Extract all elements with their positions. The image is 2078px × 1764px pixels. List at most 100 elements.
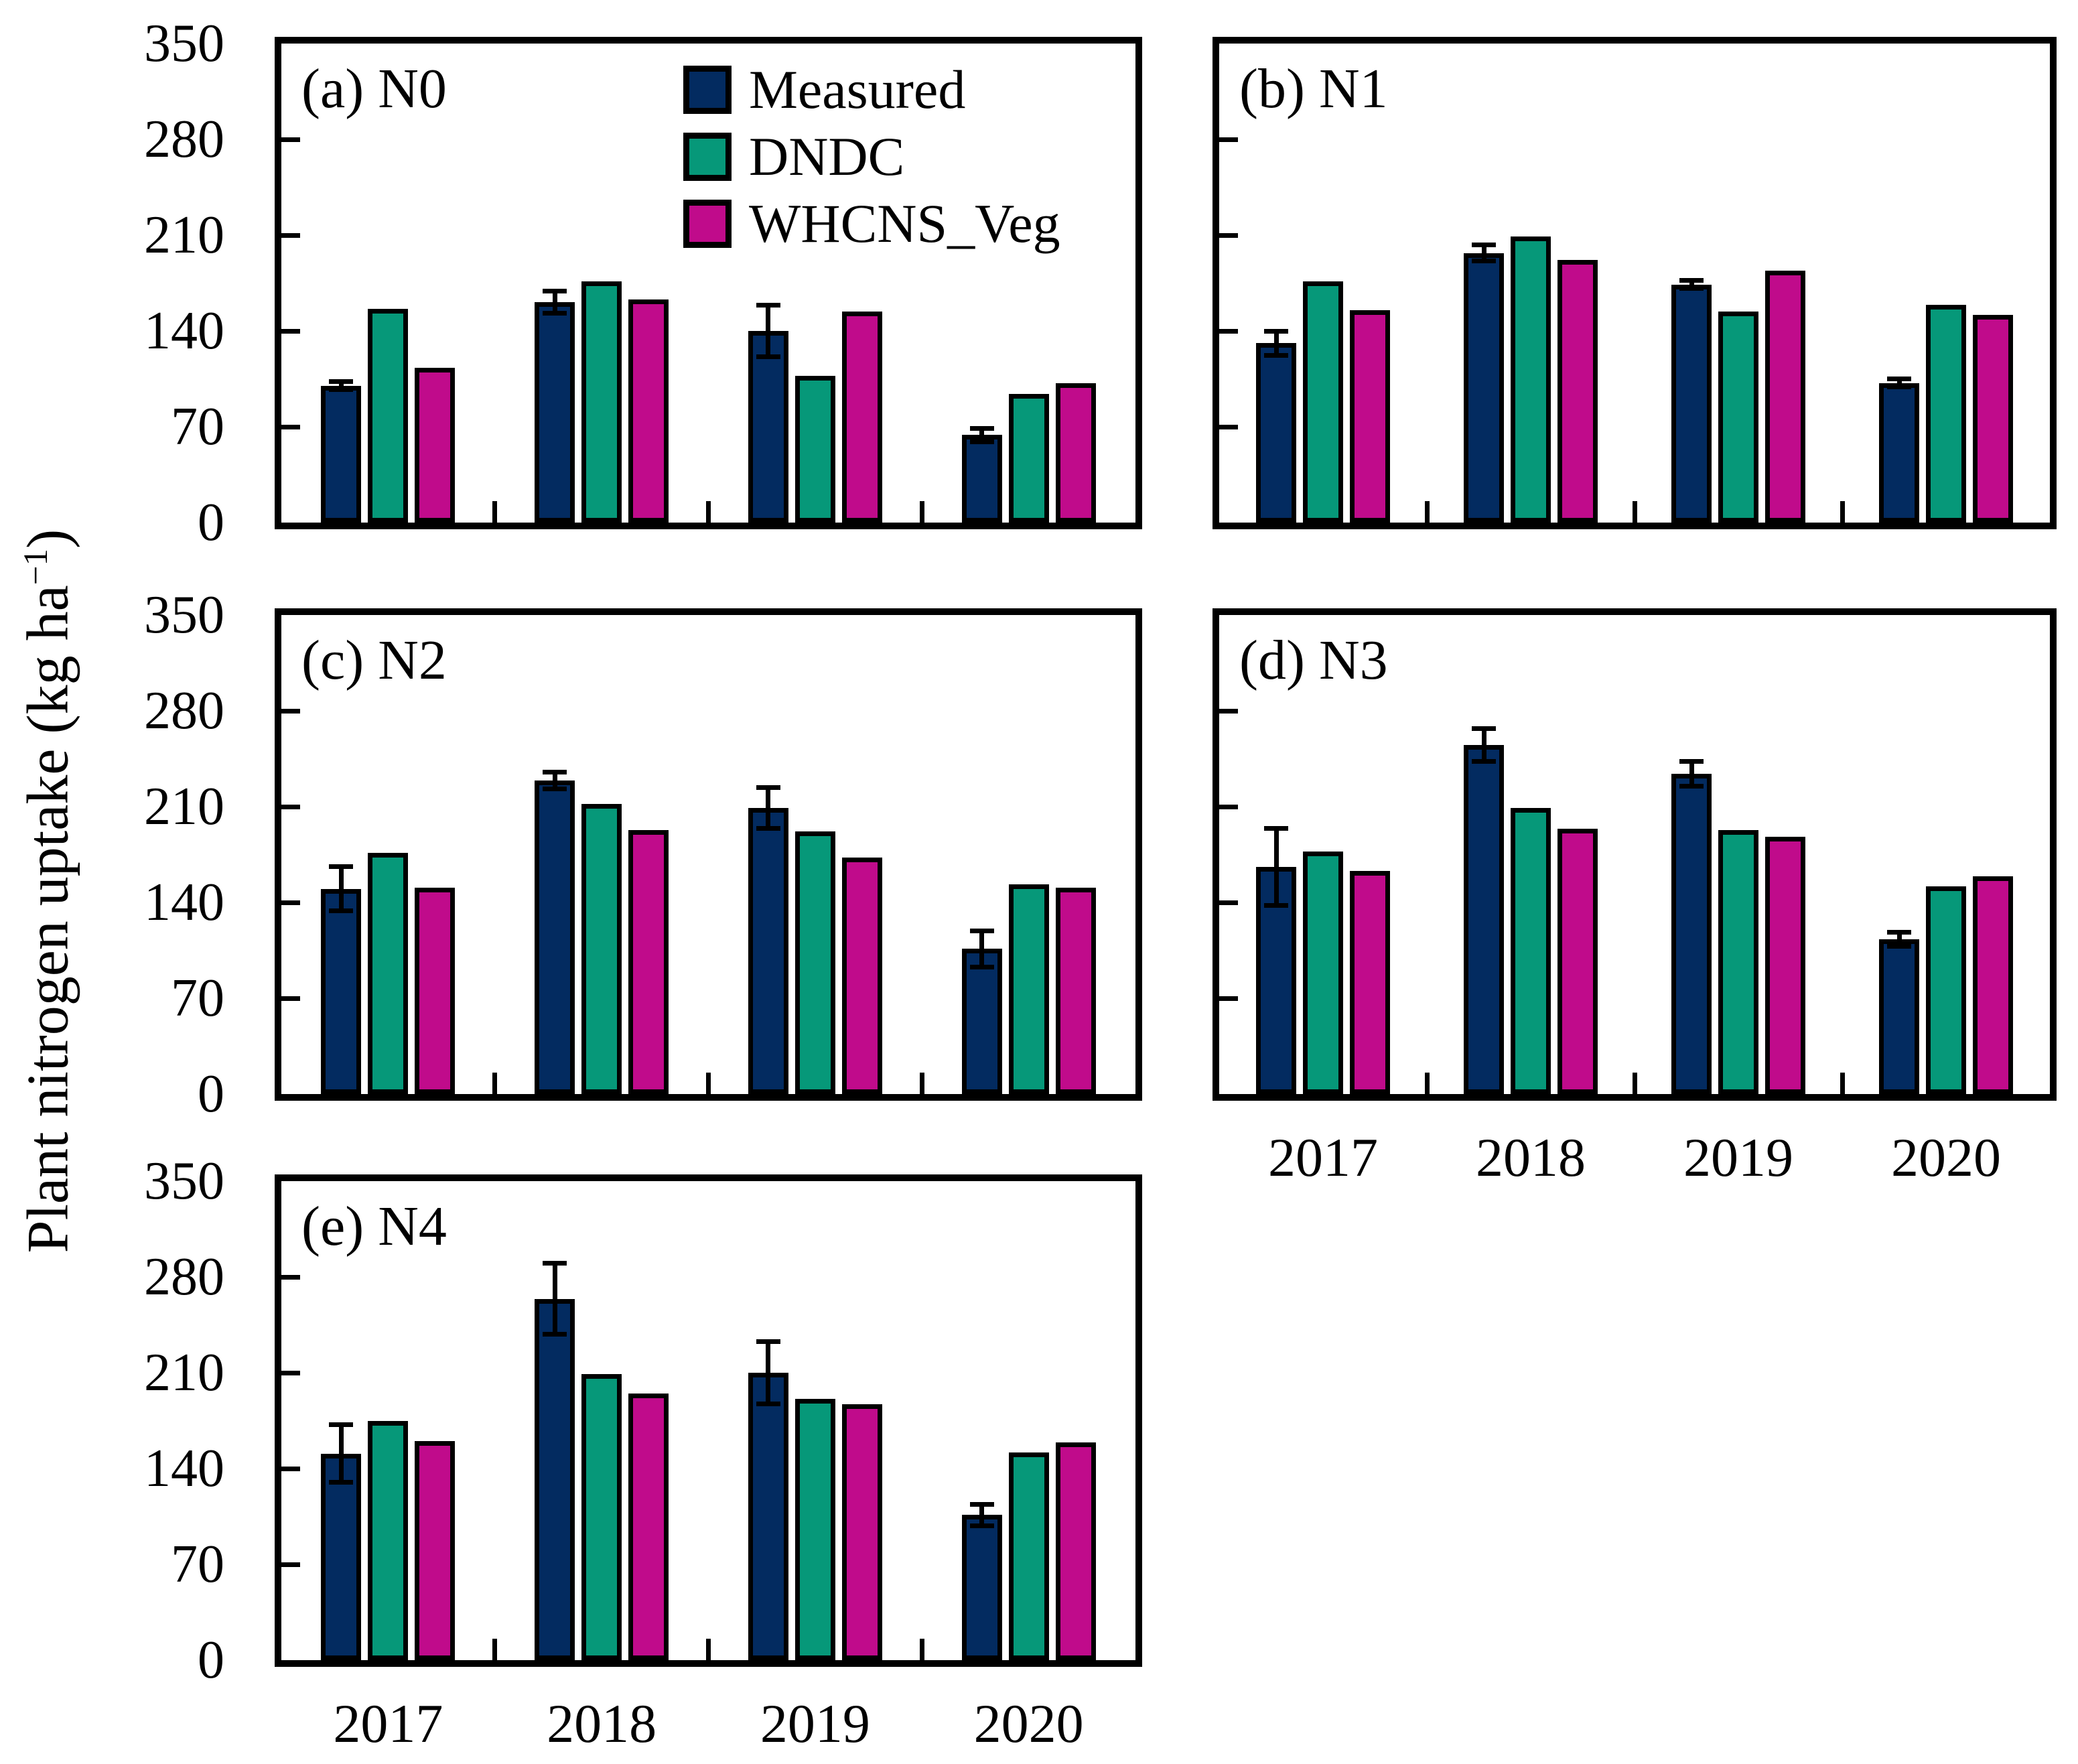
legend-label-whcns-veg: WHCNS_Veg xyxy=(749,193,1060,254)
bar-whcns-veg-2017 xyxy=(415,1441,456,1660)
bar-measured-2018 xyxy=(1464,745,1504,1094)
error-bar-cap-bottom xyxy=(1679,286,1704,291)
x-tick-label-2018: 2018 xyxy=(1476,1127,1586,1188)
y-tick-label-140: 140 xyxy=(144,1439,224,1498)
y-tick-label-70: 70 xyxy=(171,969,224,1028)
panel-label-n2: (c) N2 xyxy=(301,629,447,691)
error-bar-cap-bottom xyxy=(1472,759,1496,764)
error-bar-cap-top xyxy=(969,425,994,431)
error-bar-measured-2018 xyxy=(552,291,557,314)
y-axis-tick-140 xyxy=(1219,328,1238,334)
bar-dndc-2017 xyxy=(368,853,409,1094)
error-bar-cap-top xyxy=(1264,328,1288,334)
error-bar-cap-bottom xyxy=(543,786,567,791)
bar-whcns-veg-2019 xyxy=(1765,836,1805,1094)
y-tick-label-70: 70 xyxy=(171,1535,224,1594)
error-bar-cap-top xyxy=(329,379,354,385)
plot-area-n0 xyxy=(281,44,1135,523)
error-bar-cap-top xyxy=(543,1261,567,1266)
y-axis-tick-70 xyxy=(281,996,300,1001)
bar-measured-2019 xyxy=(748,808,788,1094)
error-bar-cap-bottom xyxy=(543,310,567,316)
legend-swatch-measured xyxy=(683,66,732,114)
legend-label-dndc: DNDC xyxy=(749,126,905,187)
x-axis-tick xyxy=(492,501,498,523)
error-bar-cap-top xyxy=(1679,759,1704,764)
bar-dndc-2020 xyxy=(1008,884,1049,1094)
error-bar-measured-2019 xyxy=(766,1341,771,1404)
error-bar-cap-bottom xyxy=(969,1523,994,1529)
error-bar-measured-2020 xyxy=(979,428,985,442)
panel-n4: (e) N4 xyxy=(275,1174,1142,1667)
bar-whcns-veg-2018 xyxy=(628,1393,669,1660)
error-bar-measured-2019 xyxy=(766,305,771,357)
error-bar-cap-bottom xyxy=(1887,943,1911,949)
error-bar-cap-bottom xyxy=(329,1479,354,1485)
error-bar-cap-top xyxy=(329,864,354,870)
error-bar-cap-top xyxy=(1472,726,1496,732)
x-axis-tick xyxy=(919,1639,924,1660)
error-bar-cap-top xyxy=(1887,930,1911,935)
bar-measured-2018 xyxy=(535,302,575,523)
y-axis-tick-210 xyxy=(281,804,300,809)
y-axis-tick-210 xyxy=(281,232,300,238)
bar-dndc-2018 xyxy=(581,803,622,1094)
panel-n0: (a) N0 Measured DNDC WHCNS_Veg xyxy=(275,37,1142,529)
x-axis-tick xyxy=(1632,1073,1637,1094)
legend-item-measured: Measured xyxy=(683,62,1060,117)
panel-n1: (b) N1 xyxy=(1213,37,2057,529)
error-bar-measured-2020 xyxy=(1896,932,1902,947)
bar-whcns-veg-2020 xyxy=(1973,876,2013,1094)
y-axis-tick-140 xyxy=(1219,900,1238,905)
legend-item-whcns-veg: WHCNS_Veg xyxy=(683,196,1060,251)
error-bar-cap-top xyxy=(329,1422,354,1428)
error-bar-measured-2017 xyxy=(338,1424,344,1483)
error-bar-cap-bottom xyxy=(1679,783,1704,789)
y-axis-tick-70 xyxy=(1219,996,1238,1001)
bar-measured-2020 xyxy=(1879,939,1919,1094)
legend-swatch-whcns-veg xyxy=(683,200,732,248)
error-bar-cap-bottom xyxy=(1887,385,1911,390)
x-tick-label-2020: 2020 xyxy=(973,1693,1084,1754)
bar-whcns-veg-2020 xyxy=(1973,314,2013,523)
bar-measured-2019 xyxy=(748,331,788,523)
error-bar-cap-top xyxy=(756,302,780,308)
error-bar-cap-bottom xyxy=(756,354,780,360)
bar-whcns-veg-2020 xyxy=(1055,383,1096,523)
error-bar-cap-bottom xyxy=(756,826,780,831)
error-bar-cap-top xyxy=(543,770,567,775)
x-axis-tick xyxy=(1840,1073,1845,1094)
x-tick-label-2020: 2020 xyxy=(1891,1127,2001,1188)
error-bar-measured-2018 xyxy=(552,1263,557,1335)
error-bar-cap-bottom xyxy=(1472,259,1496,264)
error-bar-cap-top xyxy=(1264,826,1288,831)
y-tick-label-0: 0 xyxy=(198,1065,224,1124)
error-bar-measured-2018 xyxy=(552,772,557,789)
bar-whcns-veg-2019 xyxy=(1765,271,1805,523)
bar-dndc-2019 xyxy=(1718,312,1758,523)
bar-whcns-veg-2019 xyxy=(841,1404,882,1660)
x-axis-tick xyxy=(706,1073,711,1094)
bar-whcns-veg-2018 xyxy=(628,829,669,1094)
y-axis-tick-70 xyxy=(1219,424,1238,429)
y-tick-label-0: 0 xyxy=(198,1631,224,1690)
bar-whcns-veg-2018 xyxy=(1557,259,1598,523)
error-bar-cap-top xyxy=(969,1501,994,1507)
x-axis-tick xyxy=(492,1639,498,1660)
panel-label-n0: (a) N0 xyxy=(301,58,447,120)
error-bar-measured-2017 xyxy=(338,381,344,390)
bar-whcns-veg-2018 xyxy=(1557,828,1598,1094)
y-axis-tick-140 xyxy=(281,328,300,334)
bar-dndc-2018 xyxy=(581,281,622,523)
error-bar-measured-2019 xyxy=(766,787,771,829)
bar-whcns-veg-2019 xyxy=(841,312,882,523)
bar-measured-2020 xyxy=(961,1515,1002,1660)
y-axis-tick-280 xyxy=(281,137,300,142)
bar-measured-2019 xyxy=(748,1373,788,1660)
error-bar-cap-top xyxy=(756,1339,780,1344)
x-axis-tick xyxy=(1632,501,1637,523)
error-bar-measured-2017 xyxy=(1273,331,1279,356)
y-axis-tick-280 xyxy=(1219,137,1238,142)
error-bar-measured-2017 xyxy=(338,866,344,911)
